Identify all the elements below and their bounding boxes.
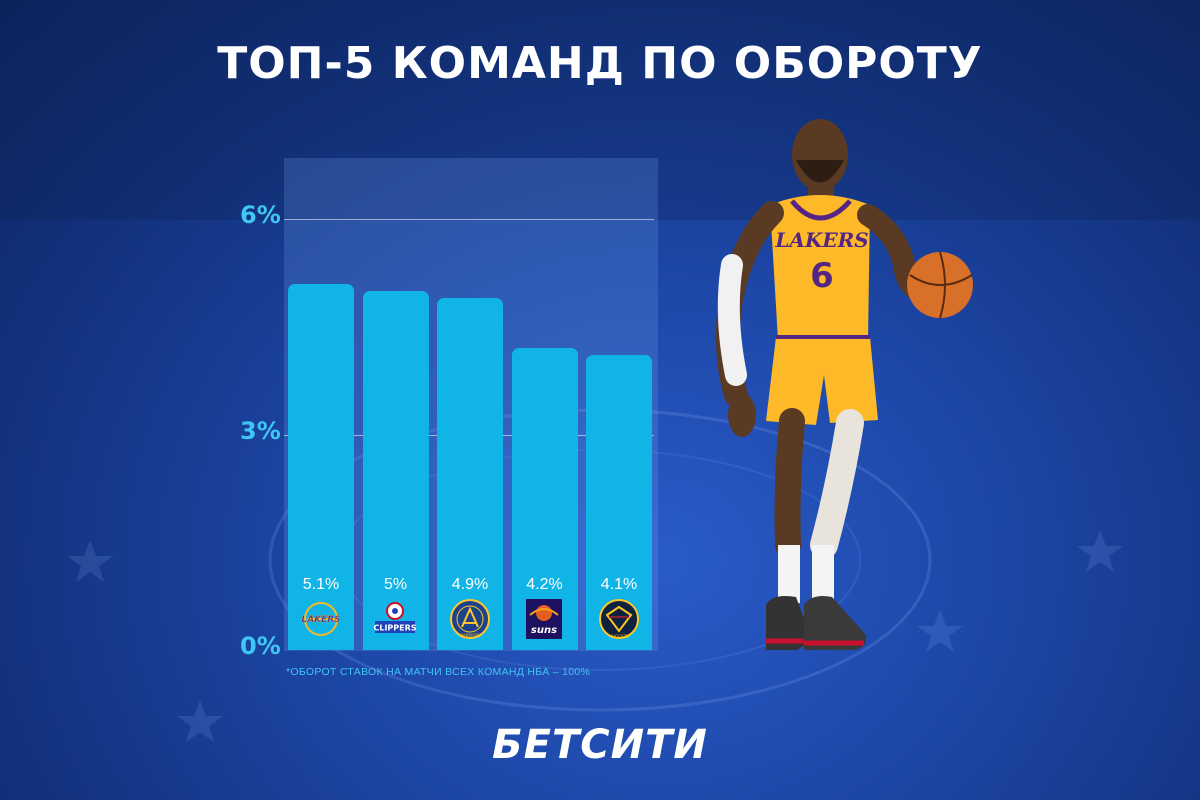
- gridline: [284, 219, 654, 220]
- lakers-logo-text: LAKERS: [301, 615, 340, 625]
- warriors-logo-text: WARRIORS: [459, 633, 481, 638]
- clippers-logo-text: CLIPPERS: [373, 624, 416, 633]
- clippers-logo: CLIPPERS: [373, 602, 417, 633]
- bar-warriors: [437, 298, 503, 650]
- suns-logo: suns: [526, 599, 562, 639]
- brand-logo: БЕТСИТИ: [492, 722, 708, 768]
- bar-value-label: 4.9%: [451, 576, 489, 593]
- bar-value-label: 4.2%: [526, 576, 563, 593]
- warriors-logo: WARRIORS: [450, 599, 490, 639]
- jersey-team-text: LAKERS: [774, 228, 868, 252]
- bar-value-label: 5%: [383, 576, 408, 593]
- jersey-number-text: 6: [810, 256, 834, 296]
- suns-logo-text: suns: [531, 625, 557, 636]
- bar-value-label: 5.1%: [302, 576, 340, 593]
- bar-lakers: [288, 283, 354, 650]
- nuggets-logo: NUGGETS: [599, 599, 639, 639]
- nuggets-logo-text: NUGGETS: [609, 634, 629, 639]
- y-tick-label: 3%: [240, 416, 281, 445]
- chart-title: ТОП-5 КОМАНД ПО ОБОРОТУ: [217, 38, 983, 89]
- y-tick-label: 6%: [240, 201, 281, 229]
- bar-clippers: [362, 290, 429, 650]
- bar-value-label: 4.1%: [600, 576, 638, 593]
- y-tick-label: 0%: [240, 632, 281, 660]
- lakers-logo: LAKERS: [301, 602, 341, 636]
- basketball-player-illustration: LAKERS 6: [716, 119, 973, 650]
- footnote: *ОБОРОТ СТАВОК НА МАТЧИ ВСЕХ КОМАНД НБА …: [286, 666, 591, 678]
